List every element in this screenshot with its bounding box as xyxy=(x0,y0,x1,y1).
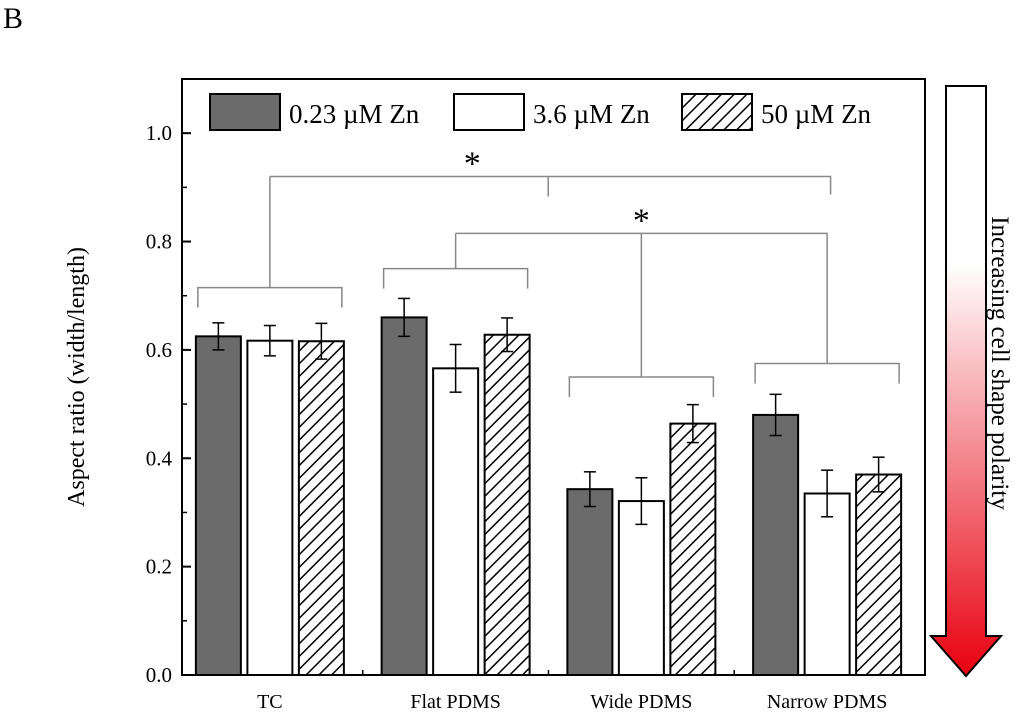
x-tick-label: TC xyxy=(257,691,283,713)
legend-swatch-0 xyxy=(209,93,281,131)
bar-dark-0 xyxy=(194,335,242,676)
significance-star: * xyxy=(464,146,481,183)
x-tick-label: Narrow PDMS xyxy=(767,691,888,713)
group-bracket xyxy=(754,362,900,384)
legend-swatch-1 xyxy=(453,93,525,131)
comparison-line xyxy=(269,175,832,195)
bar-dark-1 xyxy=(380,316,428,676)
legend: 0.23 µM Zn 3.6 µM Zn 50 µM Zn xyxy=(209,93,872,131)
y-axis-title: Aspect ratio (width/length) xyxy=(64,247,90,507)
y-tick-label: 0.0 xyxy=(146,663,172,687)
significance-group: ** xyxy=(197,146,900,397)
error-bar-group xyxy=(212,297,885,526)
legend-label-0: 0.23 µM Zn xyxy=(289,99,420,129)
y-tick-label: 0.4 xyxy=(146,446,173,470)
y-tick-label: 1.0 xyxy=(146,121,172,145)
plot-frame xyxy=(181,78,926,676)
comparison-line xyxy=(455,232,828,364)
legend-swatch-2 xyxy=(681,93,753,131)
bar-hatched-3 xyxy=(855,473,903,677)
bar-white-0 xyxy=(246,339,294,676)
bar-hatched-0 xyxy=(297,340,345,676)
axis-label-group: 0.0 0.2 0.4 0.6 0.8 1.0 Aspect ratio (width/le… xyxy=(64,121,887,713)
group-bracket xyxy=(382,267,529,289)
bar-white-2 xyxy=(617,500,665,676)
legend-label-2: 50 µM Zn xyxy=(761,99,872,129)
significance-star: * xyxy=(633,202,650,239)
bar-group xyxy=(194,316,903,677)
group-bracket xyxy=(197,286,343,308)
bar-dark-3 xyxy=(752,413,800,676)
bar-white-1 xyxy=(432,367,480,676)
panel-label: B xyxy=(3,2,23,35)
group-bracket xyxy=(568,376,715,397)
bar-hatched-2 xyxy=(669,422,717,677)
gradient-arrow-icon xyxy=(928,85,1004,678)
polarity-annotation: Increasing cell shape polarity xyxy=(986,216,1013,510)
bar-dark-2 xyxy=(566,488,614,677)
x-tick-label: Flat PDMS xyxy=(410,691,501,713)
polarity-arrow: Increasing cell shape polarity xyxy=(928,85,1013,678)
x-tick-label: Wide PDMS xyxy=(590,691,692,713)
y-tick-label: 0.2 xyxy=(146,555,172,579)
legend-label-1: 3.6 µM Zn xyxy=(533,99,650,129)
bar-hatched-1 xyxy=(483,333,531,676)
y-tick-label: 0.6 xyxy=(146,338,172,362)
bar-white-3 xyxy=(803,492,851,676)
y-tick-label: 0.8 xyxy=(146,230,172,254)
